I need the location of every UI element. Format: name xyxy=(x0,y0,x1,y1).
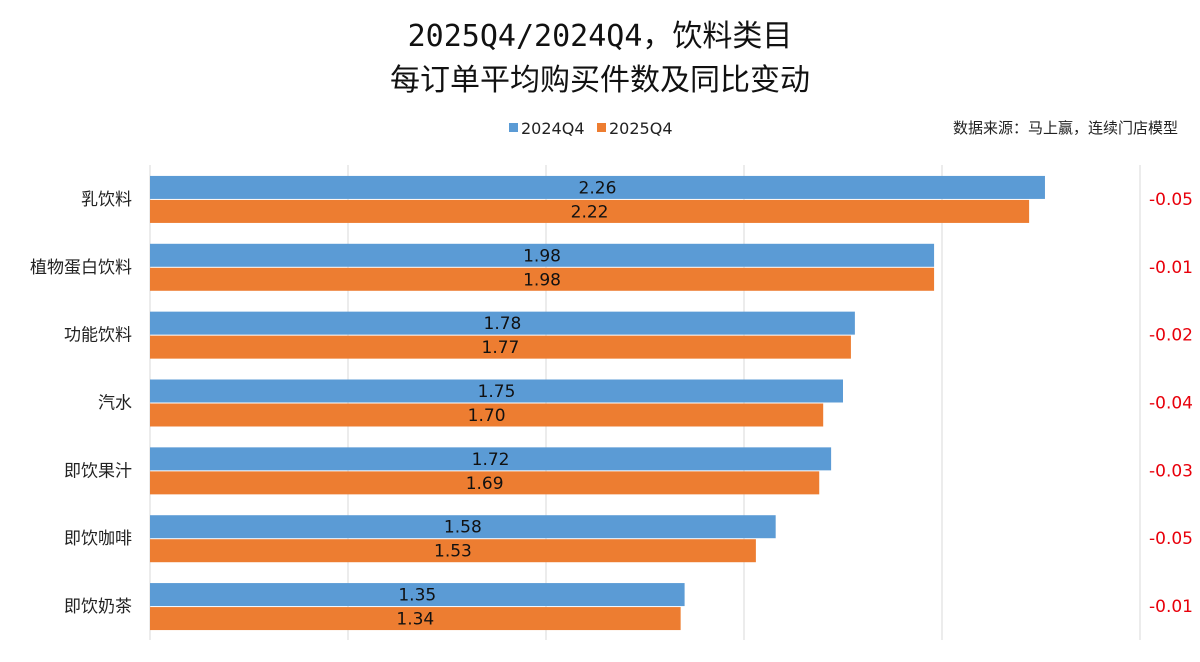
data-label: 1.70 xyxy=(468,406,506,426)
legend-swatch-2024q4 xyxy=(509,123,518,132)
bar-2025q4 xyxy=(150,267,935,291)
category-label: 即饮咖啡 xyxy=(64,529,132,549)
change-label: -0.04 xyxy=(1149,394,1193,414)
data-label: 1.72 xyxy=(472,450,510,470)
bar-2024q4 xyxy=(150,311,855,335)
legend-label-2025q4: 2025Q4 xyxy=(609,119,673,138)
category-label: 植物蛋白饮料 xyxy=(30,258,132,278)
data-label: 1.53 xyxy=(434,542,472,562)
bar-2025q4 xyxy=(150,403,824,427)
change-label: -0.05 xyxy=(1149,529,1193,549)
data-label: 2.22 xyxy=(571,202,609,222)
data-label: 1.98 xyxy=(523,270,561,290)
bar-2024q4 xyxy=(150,583,685,607)
chart-title-line1: 2025Q4/2024Q4，饮料类目 xyxy=(408,19,793,54)
change-label: -0.01 xyxy=(1149,597,1193,617)
bar-2025q4 xyxy=(150,539,756,563)
legend: 2024Q4 2025Q4 xyxy=(509,119,673,138)
category-label: 乳饮料 xyxy=(81,190,132,210)
change-label: -0.05 xyxy=(1149,190,1193,210)
data-label: 1.98 xyxy=(523,246,561,266)
data-label: 2.26 xyxy=(579,178,617,198)
data-label: 1.34 xyxy=(396,610,434,630)
bar-2024q4 xyxy=(150,175,1045,199)
source-note: 数据来源：马上赢，连续门店模型 xyxy=(953,119,1178,137)
category-label: 即饮奶茶 xyxy=(64,597,132,617)
data-label: 1.35 xyxy=(398,586,436,606)
bar-2024q4 xyxy=(150,515,776,539)
bar-2025q4 xyxy=(150,199,1030,223)
bar-2025q4 xyxy=(150,471,820,495)
data-label: 1.77 xyxy=(482,338,520,358)
bar-2024q4 xyxy=(150,379,843,403)
data-label: 1.78 xyxy=(484,314,522,334)
change-label: -0.02 xyxy=(1149,326,1193,346)
category-label: 汽水 xyxy=(98,394,132,414)
change-label: -0.01 xyxy=(1149,258,1193,278)
legend-label-2024q4: 2024Q4 xyxy=(521,119,585,138)
change-label: -0.03 xyxy=(1149,461,1193,481)
bar-2025q4 xyxy=(150,335,851,359)
data-label: 1.58 xyxy=(444,518,482,538)
category-label: 功能饮料 xyxy=(64,326,132,346)
bar-2024q4 xyxy=(150,243,935,267)
data-label: 1.75 xyxy=(478,382,516,402)
chart-title-line2: 每订单平均购买件数及同比变动 xyxy=(390,63,810,98)
data-label: 1.69 xyxy=(466,474,504,494)
bar-2025q4 xyxy=(150,607,681,631)
legend-swatch-2025q4 xyxy=(597,123,606,132)
bar-2024q4 xyxy=(150,447,832,471)
category-label: 即饮果汁 xyxy=(64,461,132,481)
